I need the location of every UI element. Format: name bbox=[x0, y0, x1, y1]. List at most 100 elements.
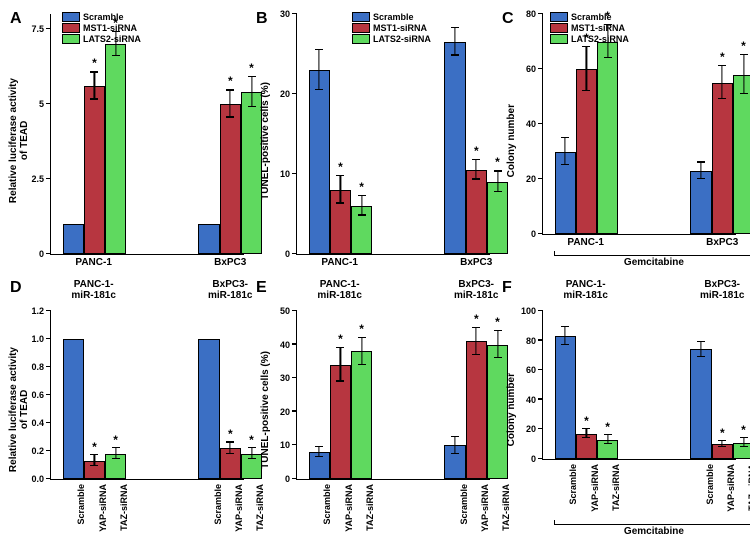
error-cap bbox=[472, 327, 480, 328]
error-cap bbox=[494, 330, 502, 331]
error-cap bbox=[248, 76, 256, 77]
y-tick-label: 0.8 bbox=[31, 362, 44, 372]
significance-star: * bbox=[720, 50, 725, 64]
legend-item: LATS2-siRNA bbox=[352, 34, 431, 44]
x-labels-rotated: ScrambleYAP-siRNATAZ-siRNAScrambleYAP-si… bbox=[50, 480, 244, 540]
x-label: PANC-1 bbox=[321, 257, 357, 268]
y-tick bbox=[46, 422, 51, 424]
x-label: YAP-siRNA bbox=[590, 464, 600, 512]
bar bbox=[351, 351, 372, 479]
significance-star: * bbox=[338, 332, 343, 346]
significance-star: * bbox=[605, 420, 610, 434]
y-tick bbox=[538, 369, 543, 371]
y-tick bbox=[46, 28, 51, 30]
error-cap bbox=[718, 98, 726, 99]
error-bar bbox=[454, 437, 455, 454]
y-tick bbox=[538, 428, 543, 430]
y-tick bbox=[538, 310, 543, 312]
legend-text: LATS2-siRNA bbox=[373, 34, 431, 44]
legend-text: Scramble bbox=[83, 12, 124, 22]
bar bbox=[712, 83, 733, 234]
error-cap bbox=[451, 27, 459, 28]
x-label: BxPC3 bbox=[706, 237, 738, 248]
error-cap bbox=[226, 453, 234, 454]
significance-star: * bbox=[228, 427, 233, 441]
chart-main: ScrambleMST1-siRNALATS2-siRNA02.557.5***… bbox=[28, 10, 248, 271]
y-axis: Colony number bbox=[502, 10, 520, 271]
bar bbox=[63, 339, 84, 479]
bar bbox=[84, 86, 105, 254]
error-cap bbox=[315, 49, 323, 50]
x-label: TAZ-siRNA bbox=[611, 464, 621, 511]
chart-wrap: Colony numberPANC-1- miR-181cBxPC3- miR-… bbox=[502, 279, 740, 540]
bar bbox=[198, 224, 219, 254]
chart-wrap: TUNEL-positive cells (%)ScrambleMST1-siR… bbox=[256, 10, 494, 271]
significance-star: * bbox=[741, 39, 746, 53]
error-cap bbox=[582, 46, 590, 47]
error-bar bbox=[700, 342, 701, 357]
x-label: BxPC3 bbox=[460, 257, 492, 268]
x-label: Scramble bbox=[459, 484, 469, 525]
x-labels: PANC-1 BxPC3 bbox=[296, 255, 490, 271]
error-cap bbox=[582, 90, 590, 91]
error-cap bbox=[226, 116, 234, 117]
y-tick bbox=[292, 377, 297, 379]
error-cap bbox=[336, 347, 344, 348]
y-tick-label: 1.0 bbox=[31, 334, 44, 344]
bar bbox=[597, 42, 618, 235]
bracket-label: Gemcitabine bbox=[624, 257, 684, 268]
error-cap bbox=[358, 195, 366, 196]
y-tick-label: 60 bbox=[526, 365, 536, 375]
error-cap bbox=[582, 428, 590, 429]
legend-swatch bbox=[352, 12, 370, 22]
chart-main: PANC-1- miR-181cBxPC3- miR-181c0.00.20.4… bbox=[28, 279, 248, 540]
error-cap bbox=[315, 456, 323, 457]
y-tick bbox=[46, 310, 51, 312]
error-cap bbox=[697, 161, 705, 162]
y-tick bbox=[46, 253, 51, 255]
y-tick bbox=[292, 343, 297, 345]
y-axis: TUNEL-positive cells (%) bbox=[256, 10, 274, 271]
legend-item: Scramble bbox=[550, 12, 629, 22]
significance-star: * bbox=[495, 315, 500, 329]
x-label: Scramble bbox=[322, 484, 332, 525]
legend-item: MST1-siRNA bbox=[62, 23, 141, 33]
error-cap bbox=[336, 175, 344, 176]
error-cap bbox=[697, 356, 705, 357]
legend-swatch bbox=[62, 23, 80, 33]
error-cap bbox=[582, 437, 590, 438]
plot: 020406080**** bbox=[542, 14, 736, 235]
bar bbox=[309, 70, 330, 254]
bracket-wrap: Gemcitabine bbox=[542, 520, 736, 540]
y-tick-label: 0 bbox=[39, 249, 44, 259]
y-tick bbox=[46, 450, 51, 452]
error-cap bbox=[494, 191, 502, 192]
significance-star: * bbox=[474, 312, 479, 326]
legend: ScrambleMST1-siRNALATS2-siRNA bbox=[550, 12, 629, 44]
plot-area: 0102030**** bbox=[296, 14, 490, 255]
y-tick-label: 80 bbox=[526, 9, 536, 19]
error-cap bbox=[561, 326, 569, 327]
x-label: TAZ-siRNA bbox=[119, 484, 129, 531]
error-cap bbox=[112, 458, 120, 459]
x-label: YAP-siRNA bbox=[480, 484, 490, 532]
panel-letter: A bbox=[10, 10, 22, 28]
x-label: YAP-siRNA bbox=[344, 484, 354, 532]
error-cap bbox=[472, 354, 480, 355]
y-label: Relative luciferase activity of TEAD bbox=[8, 78, 30, 203]
error-cap bbox=[718, 440, 726, 441]
error-cap bbox=[315, 446, 323, 447]
y-tick-label: 0 bbox=[531, 454, 536, 464]
bar bbox=[466, 170, 487, 254]
y-axis: TUNEL-positive cells (%) bbox=[256, 279, 274, 540]
x-labels-rotated: ScrambleYAP-siRNATAZ-siRNAScrambleYAP-si… bbox=[296, 480, 490, 540]
significance-star: * bbox=[474, 144, 479, 158]
significance-star: * bbox=[228, 74, 233, 88]
y-tick-label: 0 bbox=[285, 249, 290, 259]
significance-star: * bbox=[359, 322, 364, 336]
plot: 0102030**** bbox=[296, 14, 490, 255]
chart-wrap: Colony number ScrambleMST1-siRNALATS2-siR… bbox=[502, 10, 740, 271]
y-tick bbox=[46, 103, 51, 105]
y-tick bbox=[538, 233, 543, 235]
legend-text: MST1-siRNA bbox=[373, 23, 427, 33]
